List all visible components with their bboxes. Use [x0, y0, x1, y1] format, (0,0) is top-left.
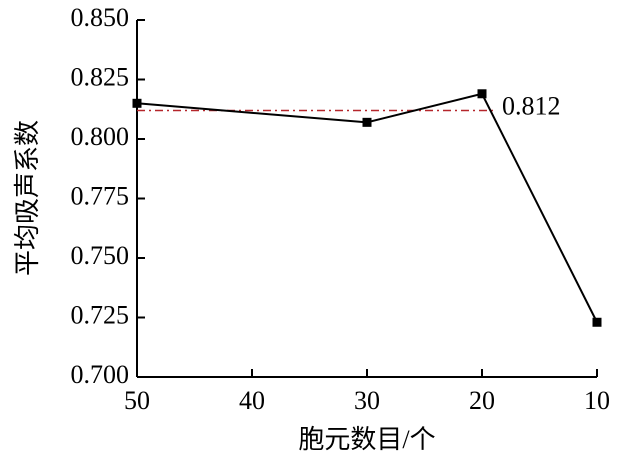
y-tick-label: 0.725: [71, 300, 130, 329]
reference-label: 0.812: [502, 91, 561, 120]
x-tick-label: 50: [124, 386, 150, 415]
marker: [362, 117, 372, 127]
y-tick-label: 0.700: [71, 360, 130, 389]
y-tick-label: 0.800: [71, 122, 130, 151]
y-tick-label: 0.750: [71, 241, 130, 270]
y-axis-label: 平均吸声系数: [13, 120, 42, 276]
series-line: [136, 92, 598, 323]
x-axis-label: 胞元数目/个: [298, 425, 435, 454]
y-tick-label: 0.825: [71, 62, 130, 91]
y-tick-label: 0.850: [71, 3, 130, 32]
y-tick-label: 0.775: [71, 181, 130, 210]
marker: [132, 98, 142, 108]
x-tick-label: 40: [239, 386, 265, 415]
marker: [592, 317, 602, 327]
x-tick-label: 20: [469, 386, 495, 415]
marker: [477, 89, 487, 99]
x-tick-label: 30: [354, 386, 380, 415]
x-tick-label: 10: [584, 386, 610, 415]
